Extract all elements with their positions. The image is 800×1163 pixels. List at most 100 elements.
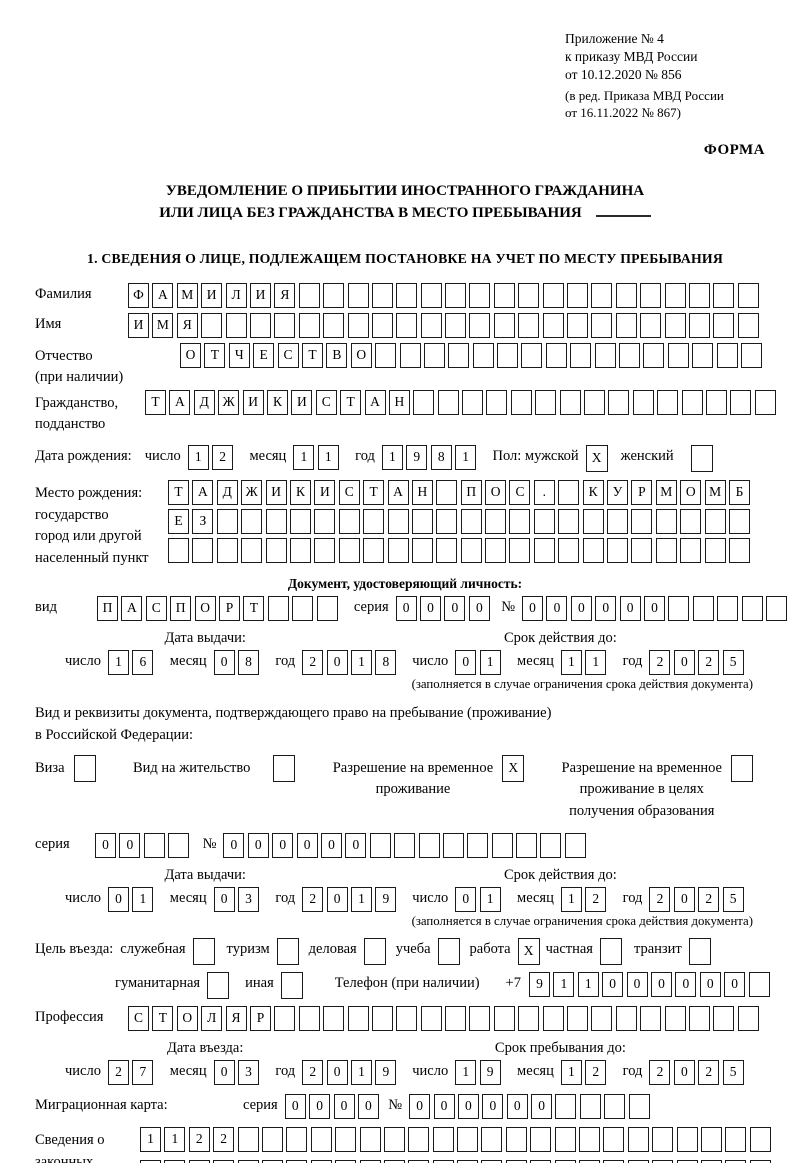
char-box[interactable] bbox=[241, 508, 263, 534]
char-box[interactable] bbox=[486, 389, 508, 415]
char-box[interactable] bbox=[655, 537, 677, 563]
char-box[interactable] bbox=[688, 312, 710, 338]
char-box[interactable] bbox=[436, 537, 458, 563]
char-box[interactable] bbox=[491, 832, 513, 858]
char-box[interactable] bbox=[432, 1126, 454, 1152]
char-box[interactable] bbox=[436, 479, 458, 505]
char-box[interactable] bbox=[469, 1005, 491, 1031]
char-box[interactable] bbox=[286, 1159, 308, 1163]
char-box[interactable] bbox=[688, 1005, 710, 1031]
purpose-tourism-checkbox[interactable] bbox=[276, 937, 299, 965]
char-box[interactable] bbox=[469, 312, 491, 338]
char-box[interactable]: X bbox=[502, 754, 525, 782]
char-box[interactable]: 3 bbox=[238, 886, 259, 912]
char-box[interactable]: 0 bbox=[213, 886, 235, 912]
char-box[interactable] bbox=[335, 1159, 357, 1163]
char-box[interactable] bbox=[652, 1126, 674, 1152]
char-box[interactable] bbox=[664, 312, 686, 338]
char-box[interactable] bbox=[652, 1159, 674, 1163]
char-box[interactable]: О bbox=[176, 1005, 198, 1031]
char-box[interactable] bbox=[338, 537, 360, 563]
char-box[interactable] bbox=[265, 537, 287, 563]
char-box[interactable]: 0 bbox=[95, 832, 116, 858]
char-box[interactable] bbox=[273, 754, 296, 782]
char-box[interactable] bbox=[363, 537, 385, 563]
char-box[interactable] bbox=[717, 595, 739, 621]
char-box[interactable]: 2 bbox=[698, 1059, 720, 1085]
char-box[interactable]: С bbox=[509, 479, 531, 505]
char-box[interactable] bbox=[335, 1126, 357, 1152]
char-box[interactable]: 2 bbox=[698, 886, 720, 912]
purpose-private-checkbox[interactable] bbox=[599, 937, 622, 965]
char-box[interactable] bbox=[570, 342, 592, 368]
char-box[interactable] bbox=[509, 537, 531, 563]
char-box[interactable] bbox=[676, 1126, 698, 1152]
char-box[interactable]: 0 bbox=[699, 971, 721, 997]
char-box[interactable]: 0 bbox=[626, 971, 648, 997]
char-box[interactable]: 0 bbox=[333, 1093, 355, 1119]
residence-permit-checkbox[interactable] bbox=[273, 754, 296, 782]
char-box[interactable] bbox=[387, 508, 409, 534]
char-box[interactable] bbox=[314, 537, 336, 563]
char-box[interactable]: З bbox=[192, 508, 214, 534]
char-box[interactable] bbox=[396, 282, 418, 308]
char-box[interactable]: 0 bbox=[272, 832, 294, 858]
char-box[interactable] bbox=[292, 595, 314, 621]
char-box[interactable] bbox=[765, 595, 787, 621]
char-box[interactable] bbox=[467, 832, 489, 858]
char-box[interactable] bbox=[603, 1159, 625, 1163]
char-box[interactable] bbox=[437, 389, 459, 415]
char-box[interactable]: 1 bbox=[350, 649, 372, 675]
purpose-work-checkbox[interactable]: X bbox=[517, 937, 540, 965]
representatives-row2-input[interactable] bbox=[140, 1159, 774, 1163]
char-box[interactable]: В bbox=[326, 342, 348, 368]
char-box[interactable] bbox=[462, 389, 484, 415]
char-box[interactable] bbox=[542, 1005, 564, 1031]
char-box[interactable] bbox=[603, 1126, 625, 1152]
char-box[interactable]: 1 bbox=[577, 971, 599, 997]
char-box[interactable] bbox=[591, 1005, 613, 1031]
char-box[interactable]: 0 bbox=[223, 832, 245, 858]
char-box[interactable]: Т bbox=[243, 595, 265, 621]
char-box[interactable]: 0 bbox=[673, 1059, 695, 1085]
char-box[interactable] bbox=[369, 832, 391, 858]
char-box[interactable] bbox=[667, 342, 689, 368]
char-box[interactable] bbox=[286, 1126, 308, 1152]
char-box[interactable] bbox=[737, 1005, 759, 1031]
char-box[interactable] bbox=[643, 342, 665, 368]
char-box[interactable] bbox=[347, 312, 369, 338]
char-box[interactable] bbox=[558, 537, 580, 563]
purpose-business-checkbox[interactable] bbox=[363, 937, 386, 965]
purpose-official-checkbox[interactable] bbox=[192, 937, 215, 965]
char-box[interactable]: 0 bbox=[119, 832, 141, 858]
char-box[interactable]: И bbox=[249, 282, 271, 308]
char-box[interactable]: И bbox=[242, 389, 264, 415]
char-box[interactable]: 0 bbox=[468, 595, 490, 621]
char-box[interactable]: Р bbox=[249, 1005, 271, 1031]
char-box[interactable] bbox=[314, 508, 336, 534]
char-box[interactable] bbox=[411, 537, 433, 563]
char-box[interactable]: 0 bbox=[107, 886, 129, 912]
char-box[interactable] bbox=[615, 312, 637, 338]
char-box[interactable]: 2 bbox=[212, 444, 234, 470]
char-box[interactable] bbox=[725, 1159, 747, 1163]
char-box[interactable] bbox=[542, 282, 564, 308]
char-box[interactable] bbox=[371, 312, 393, 338]
char-box[interactable] bbox=[457, 1126, 479, 1152]
char-box[interactable] bbox=[668, 595, 690, 621]
char-box[interactable]: 1 bbox=[479, 649, 501, 675]
char-box[interactable] bbox=[323, 312, 345, 338]
char-box[interactable] bbox=[594, 342, 616, 368]
